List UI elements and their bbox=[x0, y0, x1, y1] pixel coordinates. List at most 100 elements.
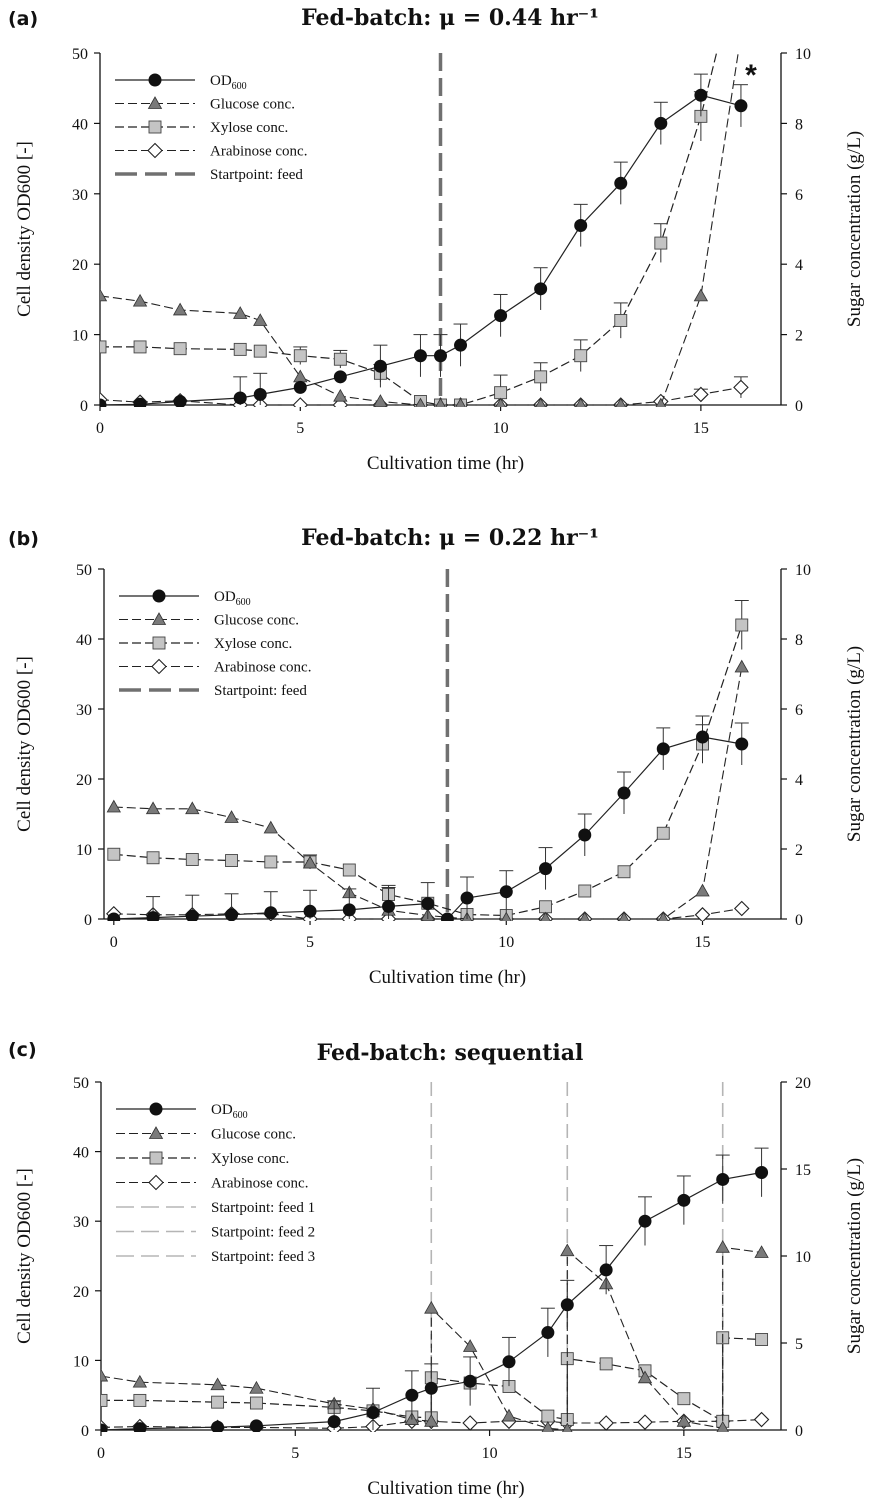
series-xylose-conc bbox=[100, 51, 718, 407]
data-point-od600 bbox=[440, 912, 454, 921]
data-point-glucose-conc bbox=[172, 302, 188, 316]
data-point-od600 bbox=[755, 1165, 769, 1179]
data-point-od600 bbox=[638, 1214, 652, 1228]
series-line-glucose-conc bbox=[101, 1246, 762, 1431]
data-point-glucose-conc bbox=[575, 397, 586, 407]
x-tick-label: 5 bbox=[291, 1445, 299, 1462]
data-point-xylose-conc bbox=[578, 884, 592, 898]
y-left-tick-label: 50 bbox=[73, 1075, 89, 1092]
data-point-glucose-conc bbox=[100, 288, 108, 302]
x-tick-label: 5 bbox=[296, 420, 304, 437]
y-axis-left-label: Cell density OD600 [-] bbox=[14, 141, 35, 317]
data-point-od600 bbox=[225, 908, 239, 921]
data-point-xylose-conc bbox=[677, 1392, 691, 1406]
y-axis-right-label: Sugar concentration (g/L) bbox=[844, 131, 865, 327]
data-point-od600 bbox=[694, 88, 708, 102]
significance-asterisk: * bbox=[745, 59, 757, 92]
data-point-arabinose-conc bbox=[292, 397, 309, 407]
data-point-glucose-conc bbox=[540, 911, 551, 921]
data-point-glucose-conc bbox=[415, 397, 426, 407]
data-point-od600 bbox=[211, 1420, 225, 1432]
legend-swatch-marker bbox=[149, 1151, 163, 1165]
data-point-od600 bbox=[499, 885, 513, 899]
y-left-tick-label: 10 bbox=[73, 1353, 89, 1370]
data-point-od600 bbox=[696, 730, 710, 744]
data-point-xylose-conc bbox=[233, 342, 247, 356]
legend-label: Glucose conc. bbox=[214, 613, 299, 629]
y-axis-right-label: Sugar concentration (g/L) bbox=[844, 646, 865, 842]
data-point-xylose-conc bbox=[146, 851, 160, 865]
legend-item-startpoint-feed-3: Startpoint: feed 3 bbox=[116, 1249, 315, 1265]
legend-label: Startpoint: feed 1 bbox=[211, 1200, 315, 1216]
data-point-glucose-conc bbox=[224, 810, 239, 823]
legend-label: Startpoint: feed bbox=[210, 167, 303, 183]
legend-label: Glucose conc. bbox=[210, 97, 295, 113]
data-point-glucose-conc bbox=[249, 1380, 264, 1394]
legend-swatch-marker bbox=[148, 1126, 164, 1139]
data-point-xylose-conc bbox=[534, 370, 548, 384]
data-point-glucose-conc bbox=[333, 388, 348, 402]
data-layer bbox=[100, 51, 749, 407]
y-left-tick-label: 20 bbox=[73, 1284, 89, 1301]
data-point-xylose-conc bbox=[654, 236, 668, 250]
data-point-arabinose-conc bbox=[733, 379, 749, 396]
data-point-arabinose-conc bbox=[598, 1415, 614, 1431]
data-point-glucose-conc bbox=[579, 911, 591, 921]
data-point-glucose-conc bbox=[562, 1422, 573, 1432]
data-point-glucose-conc bbox=[695, 883, 710, 897]
data-point-od600 bbox=[614, 176, 628, 190]
data-point-od600 bbox=[413, 349, 427, 363]
y-right-tick-label: 4 bbox=[795, 772, 803, 789]
data-point-od600 bbox=[599, 1263, 613, 1277]
x-tick-label: 15 bbox=[676, 1445, 692, 1462]
legend-swatch-marker bbox=[147, 142, 163, 159]
data-point-arabinose-conc bbox=[733, 900, 750, 917]
data-point-xylose-conc bbox=[100, 340, 107, 354]
legend-label: Startpoint: feed 3 bbox=[211, 1249, 315, 1265]
x-tick-label: 0 bbox=[96, 420, 104, 437]
data-point-glucose-conc bbox=[185, 801, 200, 815]
legend-label: Arabinose conc. bbox=[214, 660, 311, 676]
legend-item-od600: OD600 bbox=[116, 1102, 248, 1121]
series-line-xylose-conc bbox=[100, 51, 718, 406]
data-point-od600 bbox=[617, 786, 631, 800]
data-point-glucose-conc bbox=[495, 397, 506, 407]
x-tick-label: 15 bbox=[695, 934, 711, 951]
legend-label: OD600 bbox=[210, 73, 247, 92]
data-point-od600 bbox=[253, 387, 267, 401]
y-right-tick-label: 6 bbox=[795, 702, 803, 719]
x-tick-label: 15 bbox=[693, 420, 709, 437]
data-point-od600 bbox=[434, 349, 447, 363]
data-point-glucose-conc bbox=[435, 397, 446, 407]
data-point-arabinose-conc bbox=[332, 397, 349, 407]
y-right-tick-label: 10 bbox=[795, 1249, 811, 1266]
data-point-od600 bbox=[327, 1415, 341, 1429]
data-point-xylose-conc bbox=[541, 1409, 555, 1423]
legend-swatch-marker bbox=[148, 120, 162, 134]
data-point-od600 bbox=[342, 903, 356, 917]
y-left-tick-label: 20 bbox=[76, 772, 92, 789]
data-point-glucose-conc bbox=[424, 1413, 439, 1427]
y-left-tick-label: 40 bbox=[73, 1145, 89, 1162]
data-layer bbox=[106, 569, 750, 921]
data-point-od600 bbox=[133, 1422, 147, 1432]
y-right-tick-label: 8 bbox=[795, 632, 803, 649]
x-tick-label: 0 bbox=[110, 934, 118, 951]
legend-swatch-marker bbox=[149, 1102, 163, 1116]
legend-item-glucose-conc: Glucose conc. bbox=[119, 612, 299, 629]
data-point-od600 bbox=[654, 116, 668, 130]
data-point-od600 bbox=[494, 309, 508, 323]
chart-panel-c: (c) Fed-batch: sequential 0 5 10 15 0 10 20 30 40 5… bbox=[8, 1039, 865, 1499]
y-left-tick-label: 0 bbox=[80, 398, 88, 415]
legend-label: OD600 bbox=[214, 589, 251, 608]
data-point-xylose-conc bbox=[133, 1393, 147, 1407]
data-point-glucose-conc bbox=[618, 911, 630, 921]
data-point-od600 bbox=[185, 909, 199, 921]
legend-item-glucose-conc: Glucose conc. bbox=[116, 1126, 296, 1143]
y-right-tick-label: 6 bbox=[795, 187, 803, 204]
data-point-xylose-conc bbox=[735, 618, 749, 632]
legend-item-startpoint-feed-1: Startpoint: feed 1 bbox=[116, 1200, 315, 1216]
legend-swatch-marker bbox=[148, 73, 162, 87]
y-axis-left-label: Cell density OD600 [-] bbox=[14, 1168, 35, 1344]
